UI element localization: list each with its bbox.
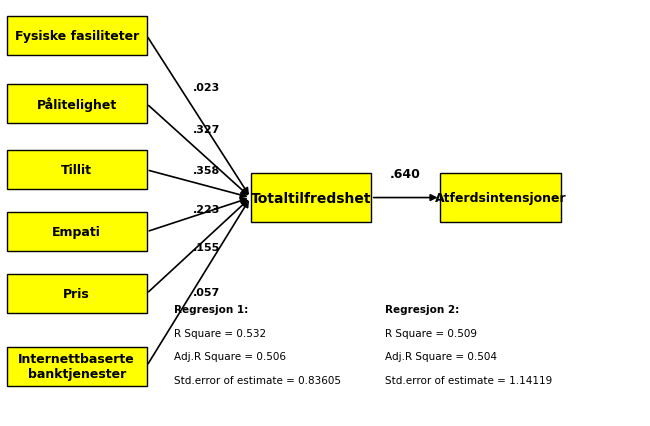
Text: Pålitelighet: Pålitelighet	[36, 97, 117, 112]
Text: .327: .327	[192, 125, 220, 135]
Text: Adj.R Square = 0.504: Adj.R Square = 0.504	[385, 351, 497, 361]
Text: Adj.R Square = 0.506: Adj.R Square = 0.506	[174, 351, 286, 361]
Text: Empati: Empati	[52, 226, 101, 239]
Text: Std.error of estimate = 0.83605: Std.error of estimate = 0.83605	[174, 375, 341, 385]
Text: .640: .640	[390, 168, 421, 181]
Text: Regresjon 2:: Regresjon 2:	[385, 305, 459, 314]
FancyBboxPatch shape	[6, 213, 146, 252]
Text: Pris: Pris	[63, 288, 90, 300]
FancyBboxPatch shape	[441, 174, 560, 222]
Text: Atferdsintensjoner: Atferdsintensjoner	[435, 192, 566, 204]
Text: Fysiske fasiliteter: Fysiske fasiliteter	[14, 30, 139, 43]
Text: .358: .358	[192, 166, 220, 176]
Text: .057: .057	[192, 287, 220, 297]
Text: .155: .155	[192, 242, 220, 252]
FancyBboxPatch shape	[6, 151, 146, 190]
Text: R Square = 0.532: R Square = 0.532	[174, 328, 266, 338]
Text: .223: .223	[192, 204, 220, 214]
Text: Totaltilfredshet: Totaltilfredshet	[250, 191, 371, 205]
FancyBboxPatch shape	[6, 85, 146, 124]
Text: Regresjon 1:: Regresjon 1:	[174, 305, 248, 314]
FancyBboxPatch shape	[6, 17, 146, 56]
Text: .023: .023	[192, 83, 220, 92]
Text: Tillit: Tillit	[61, 164, 92, 177]
Text: R Square = 0.509: R Square = 0.509	[385, 328, 477, 338]
FancyBboxPatch shape	[6, 347, 146, 386]
FancyBboxPatch shape	[250, 174, 370, 222]
Text: Std.error of estimate = 1.14119: Std.error of estimate = 1.14119	[385, 375, 552, 385]
Text: Internettbaserte
banktjenester: Internettbaserte banktjenester	[18, 352, 135, 380]
FancyBboxPatch shape	[6, 274, 146, 314]
